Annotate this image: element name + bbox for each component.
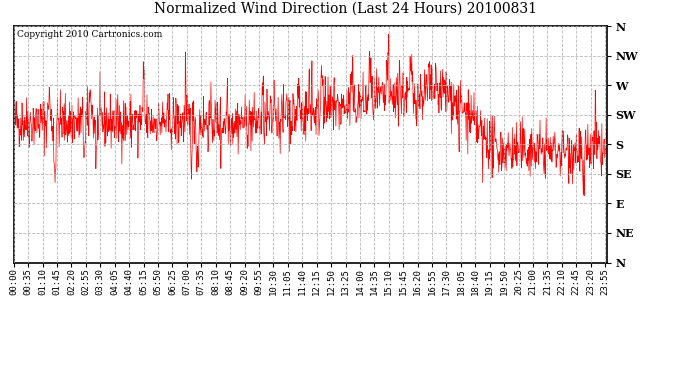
Text: Normalized Wind Direction (Last 24 Hours) 20100831: Normalized Wind Direction (Last 24 Hours…	[153, 2, 537, 16]
Text: Copyright 2010 Cartronics.com: Copyright 2010 Cartronics.com	[17, 30, 162, 39]
